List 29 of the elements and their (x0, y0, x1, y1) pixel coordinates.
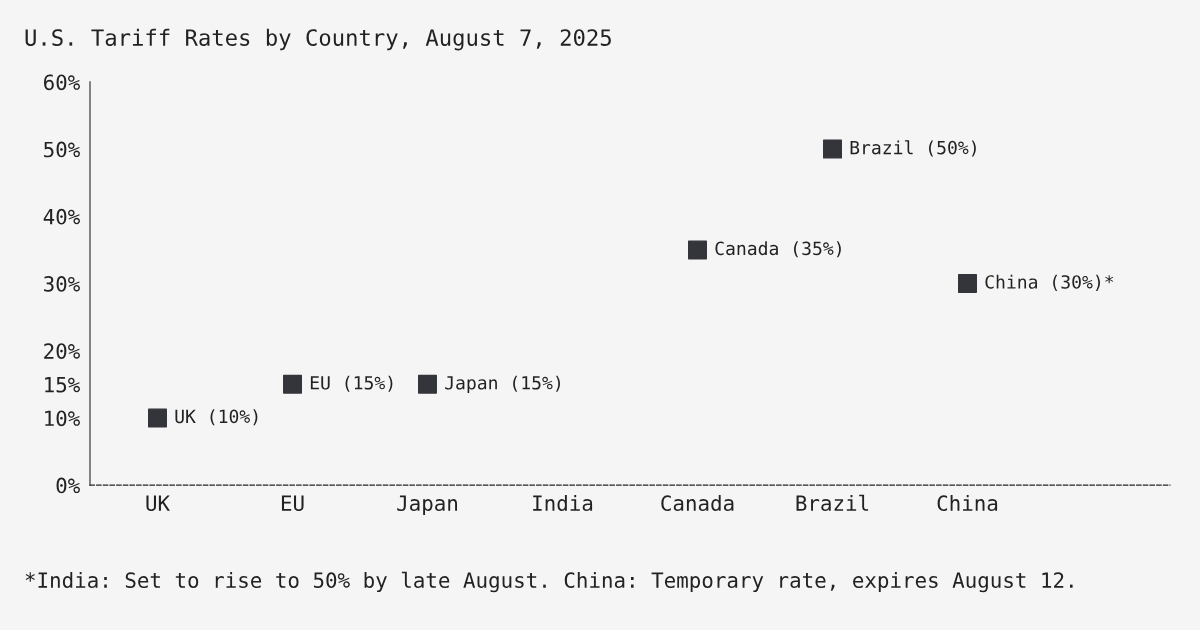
x-tick-label: EU (281, 495, 304, 512)
data-label: Brazil (50%) (850, 140, 976, 157)
data-label: China (30%)* (985, 274, 1114, 291)
point (958, 274, 977, 293)
point (148, 408, 167, 428)
x-tick-label: Japan (397, 495, 458, 516)
y-tick-label: 60% (44, 74, 80, 91)
chart-title: U.S. Tariff Rates by Country, August 7, 2025 (25, 28, 611, 51)
point (688, 240, 707, 260)
y-tick-label: 20% (44, 343, 80, 359)
point (283, 374, 302, 394)
x-tick-label: Brazil (796, 494, 869, 512)
y-tick-label: 40% (43, 208, 80, 225)
y-tick-label: 10% (45, 410, 80, 427)
y-tick-label: 30% (44, 276, 80, 292)
x-tick-label: China (937, 494, 998, 512)
x-tick-label: Canada (661, 494, 734, 512)
x-tick-label: UK (146, 495, 170, 512)
data-label: EU (15%) (310, 375, 393, 392)
data-label: Japan (15%) (445, 375, 560, 394)
point (823, 139, 842, 159)
y-tick-label: 15% (45, 377, 80, 393)
point (418, 374, 437, 394)
y-tick-label: 0% (56, 477, 80, 494)
x-tick-label: India (533, 494, 593, 512)
data-label: UK (10%) (175, 409, 258, 426)
y-tick-label: 50% (44, 141, 80, 158)
data-label: Canada (35%) (715, 241, 841, 258)
text: *India: Set to rise to 50% by late August. China: Temporary rate, expires August 12. (25, 571, 1073, 593)
